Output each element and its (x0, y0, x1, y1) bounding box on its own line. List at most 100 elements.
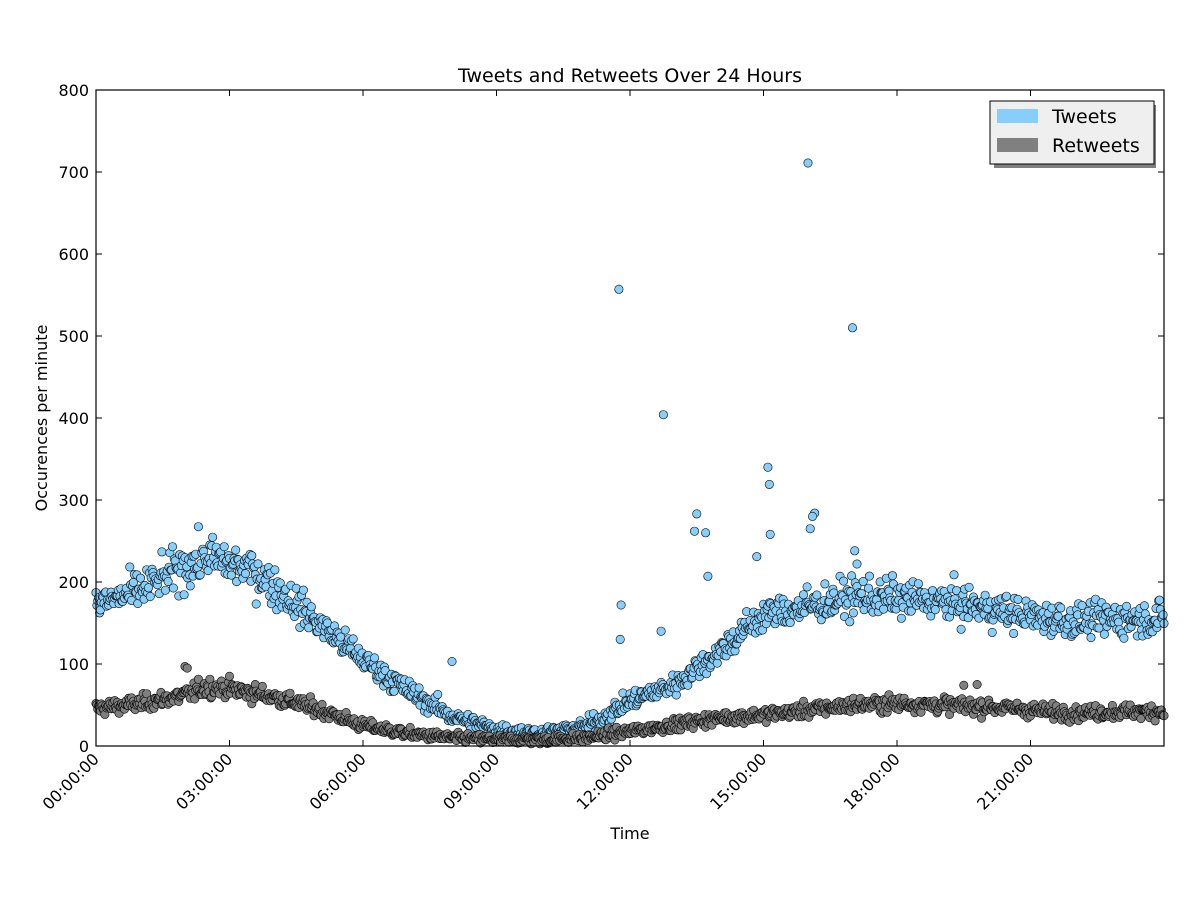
point (896, 613, 906, 623)
point (251, 599, 261, 609)
outlier-point (765, 529, 775, 539)
plot-area (96, 90, 1164, 746)
point (949, 570, 959, 580)
point (241, 569, 251, 579)
point (683, 680, 693, 690)
point (1077, 600, 1087, 610)
point (913, 579, 923, 589)
y-tick-label: 100 (58, 655, 89, 674)
point (163, 576, 173, 586)
point (225, 671, 235, 681)
point (195, 570, 205, 580)
legend-swatch-tweets (997, 109, 1038, 123)
outlier-point (701, 528, 711, 538)
outlier-point (847, 323, 857, 333)
point (820, 579, 830, 589)
legend-label-tweets: Tweets (1051, 106, 1117, 128)
point (1136, 714, 1146, 724)
point (1053, 611, 1063, 621)
point (930, 605, 940, 615)
point (987, 627, 997, 637)
point (1001, 591, 1011, 601)
outlier-point (692, 509, 702, 519)
point (956, 624, 966, 634)
y-tick-label: 800 (58, 81, 89, 100)
outlier-point (764, 479, 774, 489)
y-tick-label: 700 (58, 163, 89, 182)
point (906, 606, 916, 616)
x-tick-label: 03:00:00 (172, 749, 236, 813)
point (370, 653, 380, 663)
y-tick-label: 200 (58, 573, 89, 592)
point (179, 590, 189, 600)
point (226, 570, 236, 580)
point (1155, 595, 1165, 605)
point (306, 602, 316, 612)
outlier-point (689, 526, 699, 536)
point (389, 686, 399, 696)
point (247, 551, 257, 561)
point (712, 658, 722, 668)
point (1099, 629, 1109, 639)
legend-swatch-retweets (997, 138, 1038, 152)
x-tick-label: 21:00:00 (973, 749, 1037, 813)
point (856, 588, 866, 598)
outlier-point (656, 626, 666, 636)
point (298, 585, 308, 595)
point (414, 683, 424, 693)
point (887, 571, 897, 581)
point (847, 571, 857, 581)
point (185, 581, 195, 591)
point (1122, 601, 1132, 611)
point (1086, 633, 1096, 643)
outlier-point (614, 284, 624, 294)
outlier-point (852, 559, 862, 569)
point (863, 583, 873, 593)
y-tick-label: 0 (79, 737, 89, 756)
point (1009, 628, 1019, 638)
point (193, 522, 203, 532)
outlier-point (658, 410, 668, 420)
point (253, 559, 263, 569)
point (168, 583, 178, 593)
point (219, 542, 229, 552)
x-tick-label: 12:00:00 (573, 749, 637, 813)
point (1158, 610, 1168, 620)
point (864, 571, 874, 581)
outlier-point (616, 600, 626, 610)
x-tick-label: 00:00:00 (39, 749, 103, 813)
x-tick-label: 15:00:00 (706, 749, 770, 813)
point (160, 585, 170, 595)
point (285, 688, 295, 698)
x-tick-label: 09:00:00 (439, 749, 503, 813)
point (142, 689, 152, 699)
x-tick-label: 18:00:00 (840, 749, 904, 813)
outlier-point (182, 663, 192, 673)
point (802, 582, 812, 592)
point (845, 617, 855, 627)
point (879, 604, 889, 614)
point (208, 532, 218, 542)
point (848, 608, 858, 618)
outlier-point (803, 158, 813, 168)
point (340, 625, 350, 635)
outlier-point (805, 524, 815, 534)
outlier-point (972, 679, 982, 689)
point (785, 618, 795, 628)
y-axis-label: Occurences per minute (32, 325, 51, 512)
outlier-point (807, 511, 817, 521)
point (433, 689, 443, 699)
point (144, 583, 154, 593)
point (798, 590, 808, 600)
point (157, 547, 167, 557)
point (812, 590, 822, 600)
legend-label-retweets: Retweets (1052, 135, 1140, 157)
outlier-point (703, 571, 713, 581)
x-axis-label: Time (609, 824, 649, 843)
point (257, 681, 267, 691)
outlier-point (959, 680, 969, 690)
outlier-point (447, 656, 457, 666)
point (304, 623, 314, 633)
point (1056, 603, 1066, 613)
